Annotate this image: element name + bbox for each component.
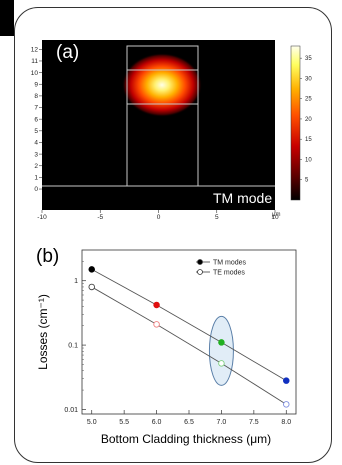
series-line xyxy=(91,268,287,382)
y-tick-label: 7 xyxy=(34,105,38,112)
y-tick-label: 12 xyxy=(31,47,39,54)
panel-a-label: (a) xyxy=(56,42,79,63)
y-tick-label: 1 xyxy=(74,278,78,285)
x-tick-label: 10 xyxy=(271,214,279,221)
x-tick-label: 0 xyxy=(157,214,161,221)
plot-area xyxy=(81,249,297,415)
y-tick-label: 0.1 xyxy=(68,343,78,350)
tm-data-point xyxy=(218,339,225,346)
legend-marker xyxy=(197,259,203,265)
panel-b-label: (b) xyxy=(36,246,59,267)
te-data-point xyxy=(218,360,225,367)
y-tick-label: 8 xyxy=(34,93,38,100)
y-axis-label: Losses (cm⁻¹) xyxy=(36,294,50,370)
legend-label: TM modes xyxy=(213,260,247,267)
y-tick-label: 6 xyxy=(34,116,38,123)
y-tick-label: 1 xyxy=(34,175,38,182)
y-tick-label: 5 xyxy=(34,128,38,135)
x-tick-label: 7.0 xyxy=(217,419,227,426)
x-tick-label: 6.5 xyxy=(184,419,194,426)
te-data-point xyxy=(88,283,95,291)
x-tick-label: 7.5 xyxy=(249,419,259,426)
x-tick-label: 5.0 xyxy=(87,419,97,426)
x-tick-label: 6.0 xyxy=(152,419,162,426)
colorbar-tick-label: 35 xyxy=(305,56,312,62)
y-tick-label: 9 xyxy=(34,81,38,88)
y-tick-label: 0.01 xyxy=(64,407,78,414)
x-tick-label: 5 xyxy=(215,214,219,221)
y-tick-label: 2 xyxy=(34,163,38,170)
x-tick-label: 8.0 xyxy=(281,419,291,426)
colorbar xyxy=(290,45,301,201)
x-axis-label: Bottom Cladding thickness (μm) xyxy=(101,432,271,446)
x-tick-label: 5.5 xyxy=(119,419,129,426)
colorbar-tick-label: 10 xyxy=(305,157,312,163)
te-data-point xyxy=(283,401,290,408)
colorbar-tick-label: 5 xyxy=(305,178,309,184)
tm-data-point xyxy=(153,301,160,309)
x-unit-label: μm xyxy=(272,212,280,218)
tm-data-point xyxy=(283,377,290,384)
legend-label: TE modes xyxy=(213,270,245,277)
frame-corner-bar xyxy=(0,0,14,36)
highlight-ellipse xyxy=(208,315,234,386)
te-data-point xyxy=(153,321,160,328)
mode-hotspot xyxy=(122,53,202,117)
tm-data-point xyxy=(88,266,95,273)
series-line xyxy=(91,286,287,405)
y-tick-label: 10 xyxy=(31,70,39,77)
y-tick-label: 0 xyxy=(34,186,38,193)
colorbar-tick-label: 30 xyxy=(305,76,312,82)
colorbar-tick-label: 15 xyxy=(305,137,312,143)
legend: TM modes TE modes xyxy=(196,259,247,277)
x-tick-label: -5 xyxy=(97,214,103,221)
y-tick-label: 4 xyxy=(34,140,38,147)
panel-b-scatter: (b) 0.01 0.1 1 5.0 5.5 6.0 6.5 7.0 7.5 8.0 Losse… xyxy=(36,246,297,446)
heatmap-annotation: TM mode xyxy=(213,190,272,206)
legend-marker xyxy=(197,269,203,275)
x-tick-label: -10 xyxy=(37,214,47,221)
colorbar-tick-label: 25 xyxy=(305,97,312,103)
colorbar-tick-label: 20 xyxy=(305,117,312,123)
y-tick-label: 11 xyxy=(31,58,38,65)
y-tick-label: 3 xyxy=(34,151,38,158)
